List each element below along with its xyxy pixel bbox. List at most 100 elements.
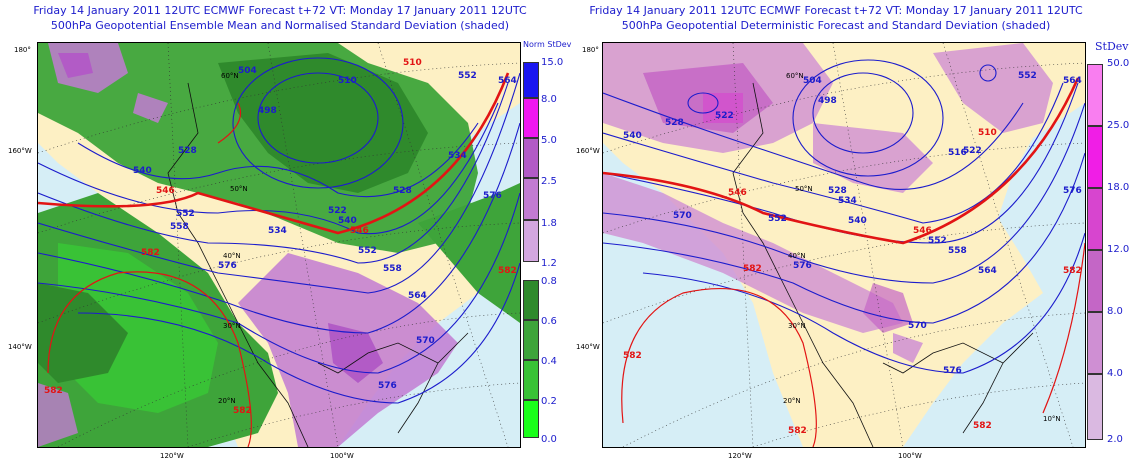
left-colorbar-label-8: 8.0 xyxy=(541,94,557,105)
right-contour-label-540: 540 xyxy=(623,131,642,141)
left-colorbar-label-0-4: 0.4 xyxy=(541,356,557,367)
left-grid-label-50n: 50°N xyxy=(230,185,248,193)
left-contour-label-546: 546 xyxy=(156,186,175,196)
right-lat-label-180: 180° xyxy=(582,46,599,54)
left-contour-label-552c: 552 xyxy=(176,209,195,219)
right-grid-label-10n: 10°N xyxy=(1043,415,1061,423)
right-colorbar-label-12: 12.0 xyxy=(1107,244,1130,255)
right-grid-label-20n: 20°N xyxy=(783,397,801,405)
left-colorbar-swatch-15 xyxy=(523,62,539,98)
right-colorbar-swatch-25 xyxy=(1087,126,1103,188)
left-contour-label-582b: 582 xyxy=(44,386,63,396)
right-grid-label-30n: 30°N xyxy=(788,322,806,330)
left-colorbar-label-0-2: 0.2 xyxy=(541,396,557,407)
right-title-line2: 500hPa Geopotential Deterministic Foreca… xyxy=(621,19,1051,32)
right-lat-label-160w: 160°W xyxy=(576,147,600,155)
left-colorbar-label-1-2: 1.2 xyxy=(541,258,557,269)
right-lon-label-100w: 100°W xyxy=(898,452,922,460)
right-contour-label-498: 498 xyxy=(818,96,837,106)
left-title-line1: Friday 14 January 2011 12UTC ECMWF Forec… xyxy=(33,4,527,17)
left-colorbar-swatch-0-8 xyxy=(523,280,539,320)
left-colorbar-swatch-0-2 xyxy=(523,400,539,438)
right-contour-label-552: 552 xyxy=(928,236,947,246)
right-colorbar-label-8: 8.0 xyxy=(1107,306,1123,317)
right-contour-label-582c: 582 xyxy=(788,426,807,436)
left-contour-label-558: 558 xyxy=(383,264,402,274)
left-contour-label-498: 498 xyxy=(258,106,277,116)
right-colorbar-label-2: 2.0 xyxy=(1107,434,1123,445)
left-contour-label-528b: 528 xyxy=(393,186,412,196)
left-colorbar-label-5: 5.0 xyxy=(541,135,557,146)
left-colorbar-label-0-6: 0.6 xyxy=(541,316,557,327)
right-contour-label-516: 516 xyxy=(948,148,967,158)
left-colorbar-label-0-8: 0.8 xyxy=(541,276,557,287)
left-panel: Friday 14 January 2011 12UTC ECMWF Forec… xyxy=(0,0,571,468)
left-map-svg: 528 540 534 540 552 558 564 570 576 522 … xyxy=(38,43,520,447)
left-lat-label-140w: 140°W xyxy=(8,343,32,351)
left-contour-label-546b: 546 xyxy=(350,226,369,236)
left-colorbar-label-1-8: 1.8 xyxy=(541,218,557,229)
right-contour-label-564: 564 xyxy=(978,266,997,276)
right-contour-label-570: 570 xyxy=(908,321,927,331)
right-contour-label-552b: 552 xyxy=(1018,71,1037,81)
right-contour-label-558: 558 xyxy=(948,246,967,256)
left-contour-label-534b: 534 xyxy=(448,151,467,161)
left-colorbar-swatch-8 xyxy=(523,98,539,138)
right-colorbar-swatch-18 xyxy=(1087,188,1103,250)
left-contour-label-552: 552 xyxy=(358,246,377,256)
right-colorbar-swatch-4 xyxy=(1087,374,1103,440)
left-contour-label-582: 582 xyxy=(141,248,160,258)
right-colorbar: StDev 50.0 25.0 18.0 12.0 8.0 4.0 2.0 xyxy=(1087,40,1137,450)
left-lon-label-120w: 120°W xyxy=(160,452,184,460)
left-contour-label-576b: 576 xyxy=(483,191,502,201)
left-grid-label-40n: 40°N xyxy=(223,252,241,260)
right-colorbar-title: StDev xyxy=(1095,40,1129,53)
left-contour-label-564b: 564 xyxy=(498,76,517,86)
left-contour-label-510b: 510 xyxy=(338,76,357,86)
left-contour-label-510: 510 xyxy=(403,58,422,68)
left-grid-label-60n: 60°N xyxy=(221,72,239,80)
right-colorbar-label-50: 50.0 xyxy=(1107,58,1130,69)
left-contour-label-522: 522 xyxy=(328,206,347,216)
left-colorbar-swatch-0-6 xyxy=(523,320,539,360)
right-grid-label-50n: 50°N xyxy=(795,185,813,193)
left-lon-label-100w: 100°W xyxy=(330,452,354,460)
left-colorbar-swatch-2-5 xyxy=(523,178,539,220)
right-contour-label-546b: 546 xyxy=(913,226,932,236)
left-contour-label-540: 540 xyxy=(133,166,152,176)
right-contour-label-576c: 576 xyxy=(793,261,812,271)
left-contour-label-582c: 582 xyxy=(233,406,252,416)
right-colorbar-swatch-12 xyxy=(1087,250,1103,312)
right-contour-label-576b: 576 xyxy=(1063,186,1082,196)
right-contour-label-504: 504 xyxy=(803,76,822,86)
left-colorbar-label-0-0: 0.0 xyxy=(541,434,557,445)
left-grid-label-30n: 30°N xyxy=(223,322,241,330)
right-contour-label-522b: 522 xyxy=(963,146,982,156)
left-contour-label-582d: 582 xyxy=(498,266,517,276)
right-contour-label-534: 534 xyxy=(838,196,857,206)
right-contour-label-570b: 570 xyxy=(673,211,692,221)
left-colorbar-title: Norm StDev xyxy=(523,40,572,49)
right-contour-label-540b: 540 xyxy=(848,216,867,226)
right-colorbar-label-25: 25.0 xyxy=(1107,120,1130,131)
left-colorbar-label-15: 15.0 xyxy=(541,57,564,68)
right-contour-label-564b: 564 xyxy=(1063,76,1082,86)
right-contour-label-528: 528 xyxy=(665,118,684,128)
left-grid-label-20n: 20°N xyxy=(218,397,236,405)
left-contour-label-570: 570 xyxy=(416,336,435,346)
left-contour-label-504: 504 xyxy=(238,66,257,76)
right-contour-label-546: 546 xyxy=(728,188,747,198)
right-contour-label-510: 510 xyxy=(978,128,997,138)
right-contour-label-528b: 528 xyxy=(828,186,847,196)
right-colorbar-label-4: 4.0 xyxy=(1107,368,1123,379)
left-colorbar-swatch-5 xyxy=(523,138,539,178)
left-contour-label-552b: 552 xyxy=(458,71,477,81)
left-contour-label-564: 564 xyxy=(408,291,427,301)
left-colorbar: Norm StDev 15.0 8.0 5.0 2.5 1.8 1.2 0.8 … xyxy=(523,40,571,450)
left-contour-label-528: 528 xyxy=(178,146,197,156)
left-colorbar-swatch-1-8 xyxy=(523,220,539,262)
right-contour-label-522: 522 xyxy=(715,111,734,121)
right-colorbar-label-18: 18.0 xyxy=(1107,182,1130,193)
left-colorbar-swatch-0-4 xyxy=(523,360,539,400)
left-lat-label-180: 180° xyxy=(14,46,31,54)
